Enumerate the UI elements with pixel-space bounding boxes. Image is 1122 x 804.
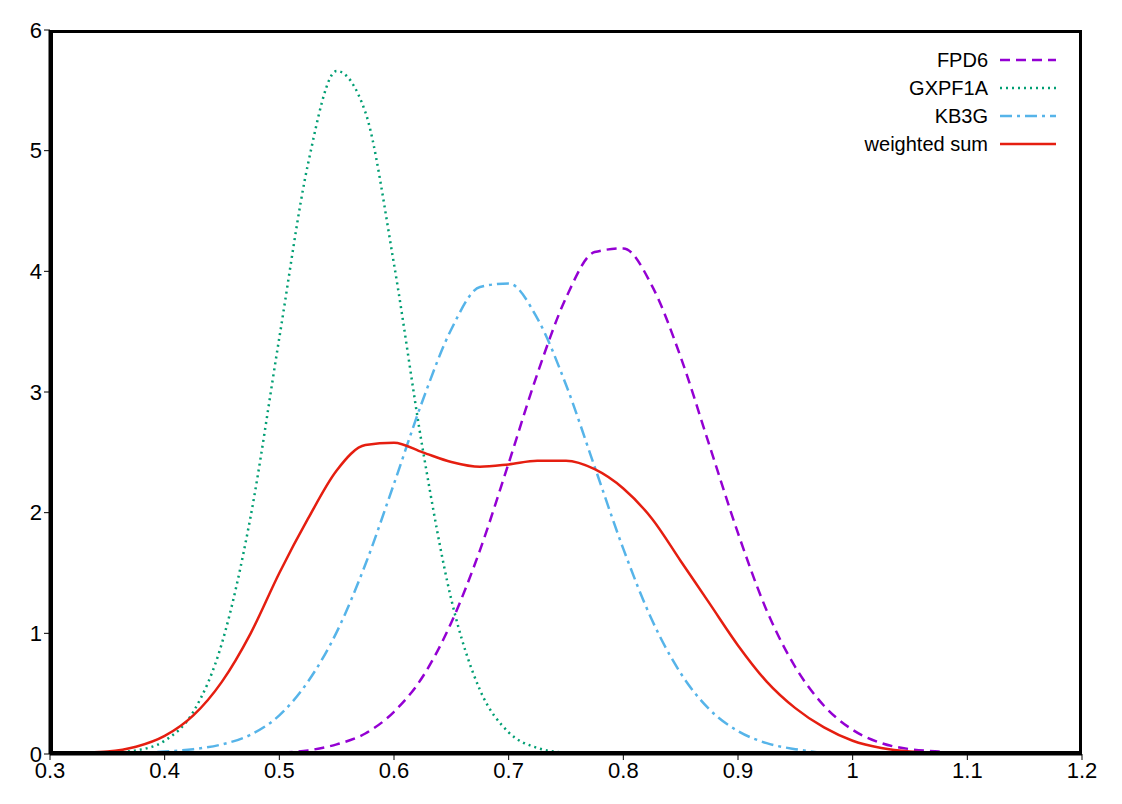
svg-text:0.9: 0.9 <box>723 758 754 783</box>
svg-text:0: 0 <box>30 742 42 767</box>
svg-text:0.3: 0.3 <box>34 757 66 783</box>
svg-text:1: 1 <box>847 758 859 783</box>
svg-text:5: 5 <box>30 138 42 163</box>
svg-text:2: 2 <box>30 500 42 525</box>
svg-text:6: 6 <box>30 18 42 43</box>
html-text:FPD6: FPD6 <box>936 48 988 71</box>
svg-text:3: 3 <box>30 380 42 405</box>
html-text:GXPF1A: GXPF1A <box>909 76 988 99</box>
svg-text:0.4: 0.4 <box>149 758 180 783</box>
svg-text:0.5: 0.5 <box>264 758 295 783</box>
svg-text:0.6: 0.6 <box>379 758 410 783</box>
svg-text:1: 1 <box>30 621 42 646</box>
html-text:KB3G: KB3G <box>934 104 988 127</box>
html-text:weighted sum: weighted sum <box>864 132 988 155</box>
svg-text:1.1: 1.1 <box>952 758 983 783</box>
svg-text:1.2: 1.2 <box>1067 758 1098 783</box>
svg-text:0.8: 0.8 <box>608 758 639 783</box>
svg-text:4: 4 <box>30 259 42 284</box>
svg-text:0.7: 0.7 <box>493 758 524 783</box>
